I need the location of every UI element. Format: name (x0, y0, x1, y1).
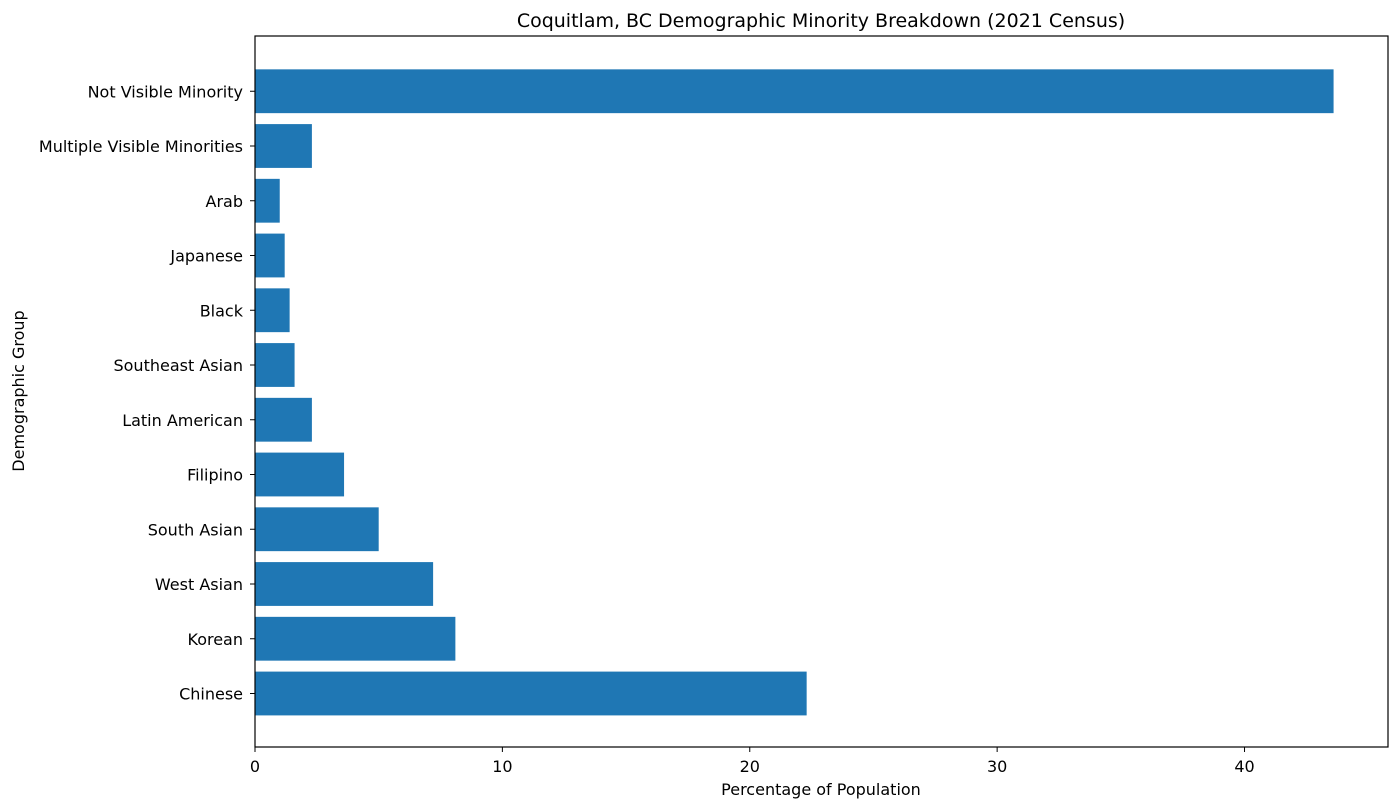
bar (255, 124, 312, 168)
x-tick-label: 40 (1234, 757, 1254, 776)
y-tick-label: Filipino (187, 466, 243, 485)
bar (255, 69, 1334, 114)
y-tick-label: Arab (206, 192, 243, 211)
y-axis-label: Demographic Group (9, 310, 28, 471)
x-tick-label: 0 (250, 757, 260, 776)
bar (255, 671, 807, 716)
bar (255, 616, 456, 661)
y-tick-label: West Asian (155, 575, 243, 594)
plot-frame (254, 35, 1389, 748)
y-tick-label: Latin American (122, 411, 243, 430)
y-axis-ticks: Chinese Korean West Asian South Asian Filipi… (39, 82, 255, 704)
bar-group (255, 69, 1334, 716)
x-tick-label: 30 (987, 757, 1007, 776)
bar (255, 233, 285, 278)
x-axis-label: Percentage of Population (721, 780, 921, 799)
y-tick-label: Black (200, 301, 244, 320)
y-tick-label: South Asian (148, 520, 243, 539)
bar (255, 452, 345, 497)
bar (255, 507, 379, 552)
y-tick-label: Korean (188, 630, 244, 649)
bar (255, 288, 290, 333)
bar (255, 397, 312, 442)
x-tick-label: 20 (740, 757, 760, 776)
bar (255, 178, 280, 223)
x-axis-ticks: 0 10 20 30 40 (250, 747, 1255, 776)
y-tick-label: Chinese (179, 685, 243, 704)
y-tick-label: Southeast Asian (113, 356, 243, 375)
chart-title: Coquitlam, BC Demographic Minority Break… (517, 10, 1125, 32)
bar (255, 343, 295, 387)
y-tick-label: Japanese (169, 247, 243, 266)
bar (255, 562, 434, 606)
y-tick-label: Multiple Visible Minorities (39, 137, 243, 156)
x-tick-label: 10 (492, 757, 512, 776)
y-tick-label: Not Visible Minority (88, 82, 243, 101)
